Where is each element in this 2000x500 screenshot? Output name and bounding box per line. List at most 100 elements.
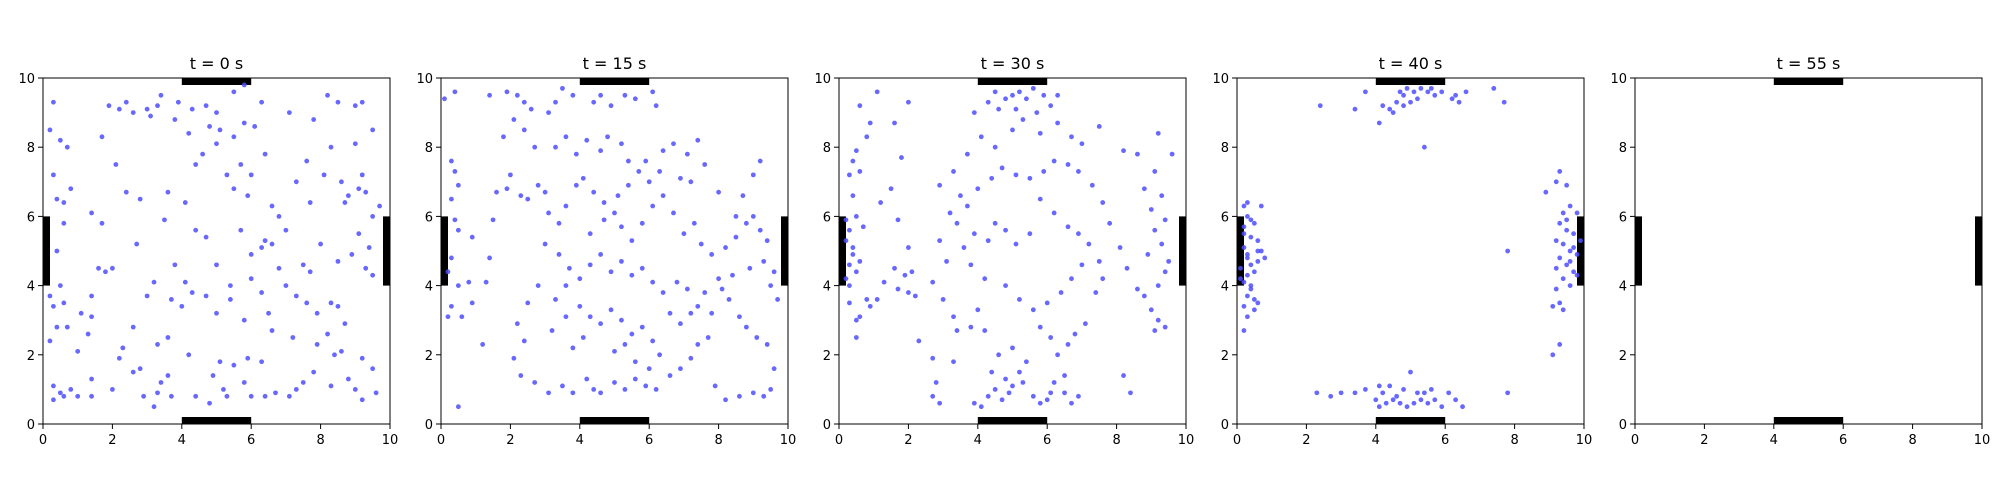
data-point [514, 92, 520, 98]
y-tick-label: 10 [18, 72, 35, 87]
data-point [1020, 117, 1026, 122]
data-point [494, 189, 499, 195]
data-point [1248, 217, 1254, 223]
data-point [1251, 269, 1257, 275]
data-point [1041, 92, 1047, 98]
data-point [1574, 210, 1580, 216]
data-point [1152, 227, 1158, 233]
data-point [300, 262, 306, 268]
data-point [1404, 85, 1410, 91]
data-point [352, 387, 358, 392]
x-tick-label: 6 [645, 433, 653, 448]
data-point [259, 99, 265, 105]
data-point [573, 151, 579, 157]
data-point [1401, 387, 1406, 392]
data-point [992, 144, 998, 150]
y-tick-label: 6 [27, 210, 35, 225]
data-point [743, 220, 749, 226]
data-point [207, 400, 212, 406]
data-point [535, 283, 541, 288]
data-point [57, 390, 63, 396]
data-point [1383, 400, 1389, 406]
data-point [1418, 397, 1424, 403]
data-point [1245, 293, 1250, 299]
data-point [688, 310, 694, 316]
data-point [1030, 393, 1036, 399]
data-point [64, 144, 70, 150]
data-point [1010, 92, 1015, 98]
data-point [650, 89, 656, 95]
x-tick-label: 8 [1112, 433, 1120, 448]
data-point [455, 283, 461, 288]
data-point [1048, 390, 1054, 396]
data-point [1248, 262, 1254, 268]
data-point [757, 227, 763, 233]
data-point [1141, 186, 1147, 192]
data-point [570, 345, 576, 351]
data-point [155, 103, 160, 109]
data-point [455, 227, 461, 233]
data-point [96, 265, 101, 271]
data-point [241, 82, 247, 88]
data-point [342, 321, 348, 327]
data-point [951, 359, 956, 365]
data-point [1065, 224, 1071, 230]
data-point [847, 262, 852, 268]
data-point [598, 321, 604, 327]
data-point [262, 393, 268, 399]
data-point [1564, 217, 1570, 223]
data-point [878, 200, 884, 205]
data-point [1401, 92, 1406, 98]
data-point [768, 387, 774, 392]
data-point [203, 103, 209, 109]
data-point [639, 265, 645, 271]
data-point [978, 404, 984, 410]
data-point [671, 210, 676, 216]
data-point [639, 324, 645, 330]
data-point [1030, 307, 1036, 313]
data-point [248, 172, 254, 178]
x-tick-label: 6 [1043, 433, 1051, 448]
data-point [646, 366, 652, 372]
data-point [1251, 307, 1257, 313]
data-point [356, 231, 362, 237]
data-point [1564, 182, 1570, 188]
data-point [89, 314, 94, 320]
chart-panel-3: t = 40 s 0 2 4 6 8 10 0 2 4 6 8 10 [1212, 54, 1592, 448]
data-point [165, 335, 171, 340]
data-point [1013, 106, 1019, 112]
data-point [1044, 397, 1050, 403]
data-point [148, 113, 153, 119]
data-point [944, 258, 949, 264]
data-point [1241, 203, 1247, 209]
data-point [971, 400, 977, 406]
data-point [1387, 106, 1393, 112]
data-point [989, 175, 995, 181]
data-point [1453, 92, 1459, 98]
data-point [667, 373, 673, 378]
x-tick-label: 2 [108, 433, 116, 448]
data-point [1543, 189, 1549, 195]
data-point [1010, 345, 1015, 351]
data-point [273, 390, 278, 396]
data-point [1135, 286, 1140, 292]
data-point [1241, 303, 1247, 309]
y-tick-label: 10 [1610, 72, 1627, 87]
data-point [860, 224, 866, 230]
data-point [971, 110, 977, 115]
data-point [321, 172, 327, 178]
data-point [339, 348, 344, 354]
data-point [68, 387, 74, 392]
data-point [238, 162, 244, 167]
data-point [445, 269, 451, 275]
data-point [1397, 89, 1403, 95]
data-point [632, 376, 638, 382]
data-point [958, 193, 963, 199]
data-point [1065, 162, 1071, 167]
x-tick-label: 10 [382, 433, 399, 448]
x-tick-label: 10 [1178, 433, 1195, 448]
data-point [137, 196, 143, 202]
data-point [906, 99, 911, 105]
chart-panel-1: t = 15 s 0 2 4 6 8 10 0 2 4 6 8 10 [416, 54, 796, 448]
data-point [1245, 252, 1250, 257]
